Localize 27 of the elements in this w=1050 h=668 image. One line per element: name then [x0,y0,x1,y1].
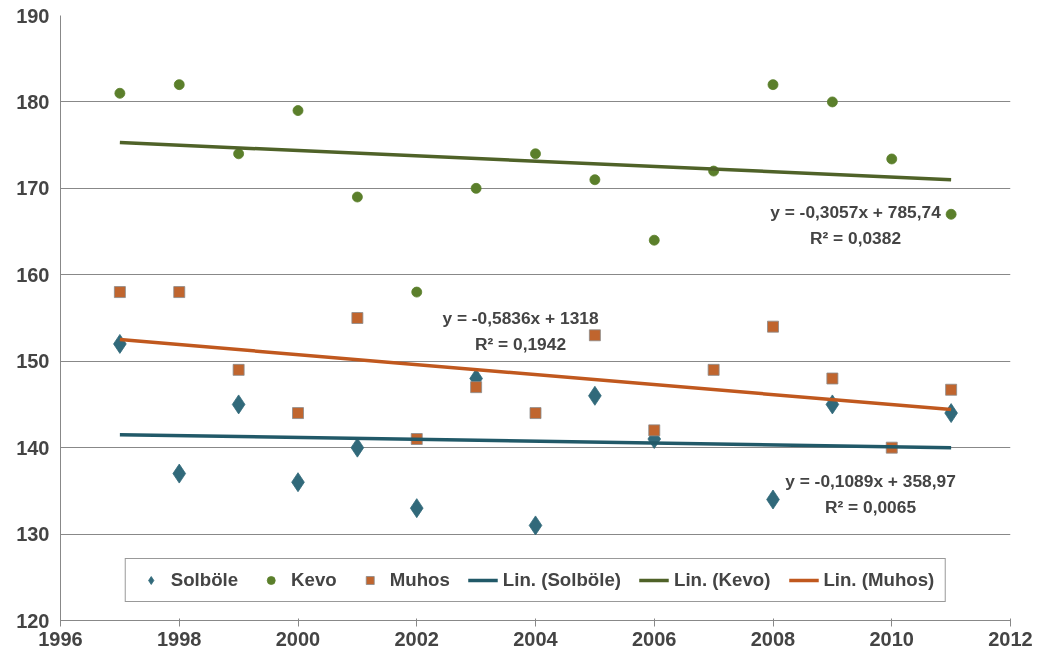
x-tick-label: 2000 [275,627,321,650]
x-tick-label: 2012 [988,627,1033,650]
legend-label: Lin. (Solböle) [502,569,621,591]
y-tick-label: 130 [16,523,50,546]
legend-label: Lin. (Kevo) [674,569,771,591]
y-tick-label: 180 [16,90,50,113]
annotation: y = -0,5836x + 1318 [442,307,599,328]
y-tick-label: 160 [16,263,50,286]
legend-label: Solböle [170,569,239,591]
y-tick-label: 140 [16,436,50,459]
annotation: R² = 0,0065 [824,496,917,517]
x-tick-label: 2006 [632,627,677,650]
x-tick-label: 2004 [513,627,559,650]
x-tick-label: 1998 [157,627,202,650]
legend-label: Kevo [291,569,337,591]
annotation: y = -0,3057x + 785,74 [770,201,942,222]
legend-label: Muhos [389,569,450,591]
x-tick-label: 2008 [750,627,796,650]
legend-label: Lin. (Muhos) [823,569,935,591]
y-tick-label: 170 [16,177,50,200]
y-tick-label: 190 [16,4,50,27]
x-tick-label: 2010 [869,627,914,650]
annotation: R² = 0,1942 [474,333,567,354]
annotation: R² = 0,0382 [809,227,902,248]
annotation: y = -0,1089x + 358,97 [785,470,956,491]
y-tick-label: 150 [16,350,50,373]
x-tick-label: 2002 [394,627,439,650]
